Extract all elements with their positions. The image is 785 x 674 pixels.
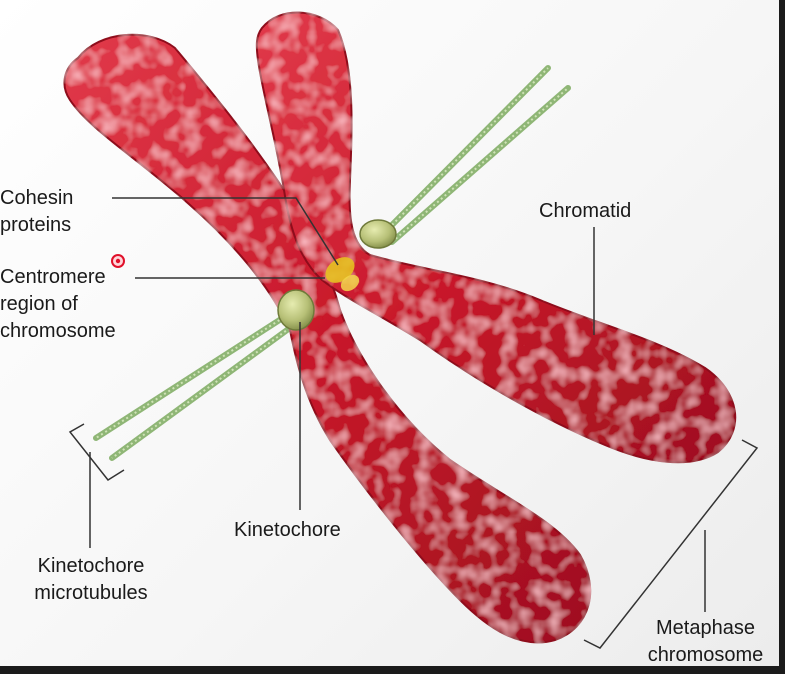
cohesin-proteins xyxy=(325,257,360,292)
label-chromatid-text: Chromatid xyxy=(539,200,632,222)
label-chromatid: Chromatid xyxy=(539,198,631,225)
metaphase-bracket xyxy=(583,439,759,649)
label-centromere-region: Centromere region of chromosome xyxy=(0,264,116,345)
label-metaphase-line1: Metaphase xyxy=(656,617,755,639)
leader-lines xyxy=(68,197,759,649)
label-metaphase-line2: chromosome xyxy=(647,644,764,666)
label-centromere-line2: region of xyxy=(0,293,78,315)
kinetochore-lower xyxy=(277,289,315,331)
label-centromere-line1: Centromere xyxy=(0,266,106,288)
label-microtubules-line2: microtubules xyxy=(34,582,148,604)
label-metaphase-chromosome: Metaphase chromosome xyxy=(633,615,778,669)
microtubules-upper xyxy=(382,65,571,245)
label-cohesin-proteins: Cohesin proteins xyxy=(0,185,73,239)
label-microtubules-line1: Kinetochore xyxy=(37,555,145,577)
label-kinetochore-text: Kinetochore xyxy=(234,519,341,541)
cohesin-leader xyxy=(112,197,339,266)
label-kinetochore: Kinetochore xyxy=(234,517,341,544)
cursor-marker xyxy=(111,254,125,268)
microtubules-lower xyxy=(93,309,301,461)
label-kinetochore-microtubules: Kinetochore microtubules xyxy=(20,553,162,607)
label-cohesin-line1: Cohesin xyxy=(0,187,74,209)
label-cohesin-line2: proteins xyxy=(0,214,72,236)
chromatid-right-arm xyxy=(255,11,737,464)
label-centromere-line3: chromosome xyxy=(0,320,116,342)
microtubules-bracket xyxy=(68,423,125,481)
kinetochore-upper xyxy=(359,219,397,249)
